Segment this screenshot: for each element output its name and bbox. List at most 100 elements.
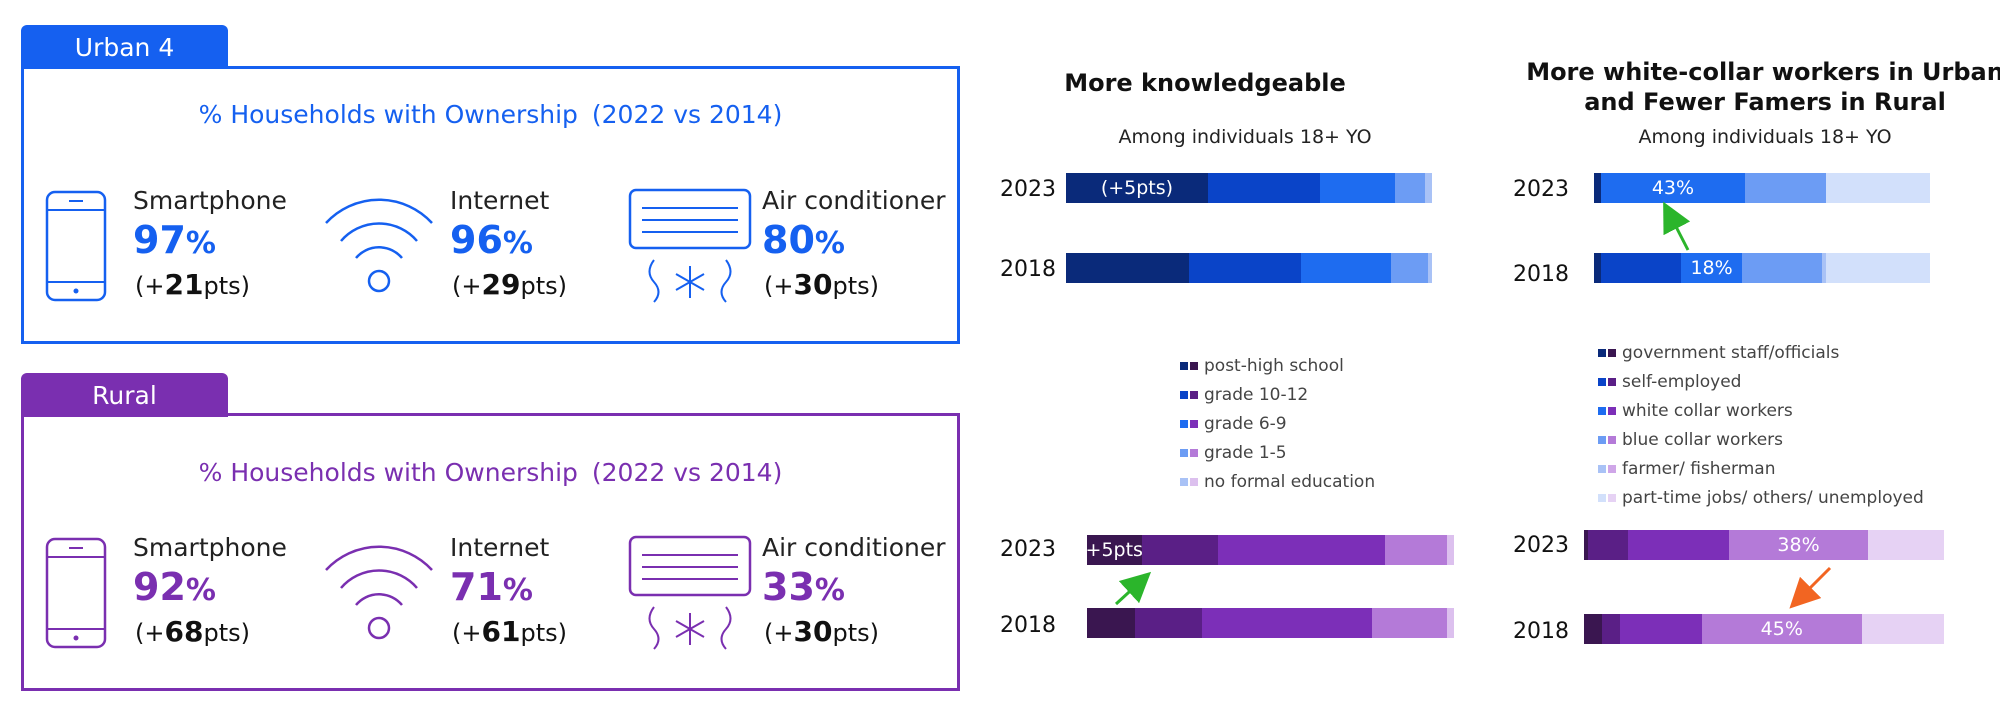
bar-segment: (+5pts) <box>1066 173 1208 203</box>
bar-segment <box>1822 253 1826 283</box>
bar-segment <box>1600 253 1682 283</box>
segment-data-label: 18% <box>1690 257 1733 279</box>
legend-item: post-high school <box>1180 353 1375 378</box>
legend-swatch-color <box>1598 493 1606 502</box>
delta-pre: (+ <box>135 619 165 647</box>
rural-title-period: (2022 vs 2014) <box>591 458 783 487</box>
legend-label: grade 10-12 <box>1204 384 1309 405</box>
legend-swatch-color <box>1190 390 1198 399</box>
segment-data-label: 43% <box>1651 177 1695 199</box>
year-label: 2018 <box>1513 262 1569 287</box>
rural-internet-delta: (+61pts) <box>452 615 567 648</box>
occupation-chart-title-line1: More white-collar workers in Urban <box>1526 58 2000 86</box>
bar-segment <box>1372 608 1447 638</box>
rural-ac-pct-unit: % <box>814 573 845 608</box>
legend-swatch-color <box>1608 464 1616 473</box>
delta-num: 61 <box>481 615 521 648</box>
legend-swatch <box>1598 493 1618 502</box>
delta-post: pts) <box>203 619 250 647</box>
stacked-bar: (+5pts) <box>1087 535 1454 565</box>
bar-segment <box>1594 173 1601 203</box>
rural-ac-label: Air conditioner <box>762 533 946 562</box>
bar-segment: 38% <box>1729 530 1868 560</box>
bar-segment <box>1619 614 1702 644</box>
legend-swatch-color <box>1180 361 1188 370</box>
wifi-icon <box>325 198 433 293</box>
delta-pre: (+ <box>135 272 165 300</box>
air-conditioner-icon <box>628 535 752 650</box>
bar-segment <box>1424 173 1432 203</box>
legend-swatch <box>1180 477 1200 486</box>
bar-segment: 18% <box>1681 253 1742 283</box>
delta-post: pts) <box>832 619 879 647</box>
delta-pre: (+ <box>452 619 482 647</box>
legend-swatch <box>1180 361 1200 370</box>
bar-segment <box>1201 608 1373 638</box>
bar-segment <box>1867 530 1944 560</box>
legend-swatch-color <box>1180 477 1188 486</box>
year-label: 2018 <box>1000 257 1056 282</box>
rural-ac-pct-value: 33 <box>762 565 815 609</box>
legend-item: self-employed <box>1598 369 1924 394</box>
chart-legend: post-high school grade 10-12 grade 6-9 grad… <box>1180 353 1375 498</box>
bar-segment <box>1587 530 1628 560</box>
legend-label: post-high school <box>1204 355 1344 376</box>
legend-swatch <box>1180 419 1200 428</box>
year-label: 2023 <box>1000 537 1056 562</box>
bar-segment: 43% <box>1600 173 1746 203</box>
rural-smartphone-delta: (+68pts) <box>135 615 250 648</box>
bar-segment <box>1141 535 1218 565</box>
bar-segment <box>1066 253 1190 283</box>
legend-label: self-employed <box>1622 371 1742 392</box>
legend-swatch-color <box>1190 361 1198 370</box>
education-chart-title: More knowledgeable <box>1064 69 1346 97</box>
legend-label: blue collar workers <box>1622 429 1783 450</box>
smartphone-icon <box>45 537 107 649</box>
rural-smartphone-label: Smartphone <box>133 533 287 562</box>
urban-title-period: (2022 vs 2014) <box>591 100 783 129</box>
legend-swatch-color <box>1190 448 1198 457</box>
urban-ac-delta: (+30pts) <box>764 268 879 301</box>
legend-item: farmer/ fisherman <box>1598 456 1924 481</box>
delta-num: 29 <box>481 268 521 301</box>
urban-internet-pct-value: 96 <box>450 218 503 262</box>
legend-swatch-color <box>1608 406 1616 415</box>
bar-segment <box>1135 608 1202 638</box>
bar-segment <box>1217 535 1385 565</box>
legend-swatch <box>1598 406 1618 415</box>
stacked-bar: 18% <box>1594 253 1930 283</box>
stacked-bar: 43% <box>1594 173 1930 203</box>
legend-item: grade 10-12 <box>1180 382 1375 407</box>
legend-label: grade 6-9 <box>1204 413 1287 434</box>
year-label: 2023 <box>1513 533 1569 558</box>
rural-title: % Households with Ownership (2022 vs 201… <box>24 458 957 487</box>
delta-post: pts) <box>832 272 879 300</box>
urban-smartphone-delta: (+21pts) <box>135 268 250 301</box>
legend-swatch-color <box>1598 435 1606 444</box>
urban-internet-label: Internet <box>450 186 550 215</box>
rural-occupation-down-arrow <box>1789 566 1832 609</box>
year-label: 2018 <box>1513 619 1569 644</box>
segment-data-label: (+5pts) <box>1100 177 1174 199</box>
urban-smartphone-pct-unit: % <box>185 226 216 261</box>
urban-title-main: % Households with Ownership <box>198 100 578 129</box>
stacked-bar: 38% <box>1584 530 1944 560</box>
urban-occupation-up-arrow <box>1663 201 1691 251</box>
urban-title: % Households with Ownership (2022 vs 201… <box>24 100 957 129</box>
delta-pre: (+ <box>452 272 482 300</box>
rural-tab: Rural <box>21 373 228 417</box>
urban-tab: Urban 4 <box>21 25 228 69</box>
smartphone-icon <box>45 190 107 302</box>
urban-internet-pct: 96% <box>450 218 533 262</box>
urban-smartphone-label: Smartphone <box>133 186 287 215</box>
year-label: 2018 <box>1000 613 1056 638</box>
legend-swatch-color <box>1608 435 1616 444</box>
urban-ac-pct-value: 80 <box>762 218 815 262</box>
chart-legend: government staff/officials self-employed w… <box>1598 340 1924 514</box>
segment-data-label: 38% <box>1777 534 1820 556</box>
legend-swatch-color <box>1608 348 1616 357</box>
wifi-icon <box>325 545 433 640</box>
delta-pre: (+ <box>764 619 794 647</box>
legend-label: part-time jobs/ others/ unemployed <box>1622 487 1924 508</box>
